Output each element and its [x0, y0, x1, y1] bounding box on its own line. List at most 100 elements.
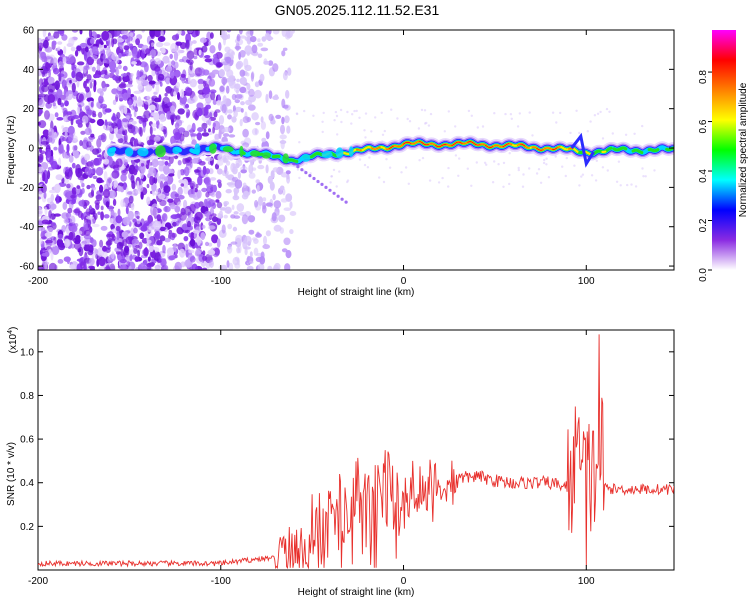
noise-dot — [158, 164, 165, 172]
noise-dot — [247, 215, 256, 223]
noise-dot — [234, 256, 240, 262]
noise-dot — [90, 38, 93, 44]
noise-dot — [231, 204, 235, 210]
noise-dot — [83, 65, 90, 71]
noise-dot — [204, 58, 213, 63]
noise-dot — [428, 179, 432, 182]
noise-dot — [216, 238, 221, 248]
noise-dot — [554, 155, 557, 158]
noise-dot — [528, 167, 531, 170]
noise-dot — [103, 125, 107, 130]
noise-dot — [129, 32, 134, 38]
noise-dot — [204, 55, 211, 59]
ridge-blob — [137, 147, 149, 157]
noise-dot — [282, 71, 288, 81]
noise-dot — [364, 136, 367, 139]
noise-dot — [238, 35, 247, 39]
ridge-kink — [570, 132, 595, 168]
noise-dot — [51, 40, 57, 46]
noise-dot — [201, 122, 208, 130]
noise-dot — [447, 185, 450, 188]
noise-dot — [195, 30, 200, 37]
noise-dot — [218, 69, 225, 78]
noise-dot — [230, 162, 236, 173]
noise-dot — [260, 47, 269, 52]
noise-dot — [589, 120, 592, 123]
noise-dot — [69, 215, 76, 225]
noise-dot — [49, 201, 55, 212]
ridge-trail-dot — [336, 194, 340, 198]
noise-dot — [38, 78, 44, 86]
noise-dot — [275, 114, 282, 119]
noise-dot — [223, 200, 230, 206]
noise-dot — [265, 164, 269, 174]
noise-dot — [213, 53, 218, 63]
noise-dot — [146, 183, 150, 189]
noise-dot — [100, 41, 104, 45]
noise-dot — [89, 258, 95, 266]
noise-dot — [201, 225, 206, 229]
noise-dot — [185, 159, 191, 163]
noise-dot — [225, 85, 230, 94]
noise-dot — [136, 70, 141, 80]
snr-multiplier-exponent: 4 — [7, 330, 14, 334]
noise-dot — [56, 194, 60, 202]
ridge-blob — [209, 143, 217, 154]
noise-dot — [64, 100, 69, 107]
ridge-blob — [261, 152, 272, 159]
noise-dot — [564, 174, 567, 178]
noise-dot — [120, 199, 125, 208]
noise-dot — [117, 64, 122, 70]
noise-dot — [151, 112, 156, 117]
noise-dot — [248, 172, 256, 179]
noise-dot — [177, 92, 180, 100]
y-tick-label: 40 — [23, 65, 35, 76]
noise-dot — [116, 250, 121, 255]
noise-dot — [128, 195, 134, 204]
noise-dot — [120, 73, 127, 77]
noise-dot — [196, 108, 203, 117]
noise-dot — [86, 184, 91, 190]
noise-dot — [175, 41, 183, 46]
noise-dot — [642, 175, 645, 178]
noise-dot — [137, 249, 141, 258]
noise-dot — [617, 160, 621, 163]
noise-dot — [226, 69, 234, 78]
noise-dot — [162, 100, 165, 110]
noise-dot — [177, 108, 185, 115]
noise-dot — [199, 37, 207, 43]
ridge-blob — [222, 146, 234, 153]
noise-dot — [122, 216, 131, 226]
noise-dot — [423, 109, 427, 112]
noise-dot — [335, 114, 339, 118]
noise-dot — [44, 56, 52, 60]
noise-dot — [248, 88, 255, 97]
noise-dot — [59, 135, 65, 142]
noise-dot — [83, 238, 90, 245]
noise-dot — [211, 69, 220, 75]
noise-dot — [51, 160, 58, 170]
noise-dot — [193, 216, 201, 224]
noise-dot — [112, 198, 117, 206]
noise-dot — [221, 76, 228, 85]
noise-dot — [265, 230, 271, 237]
noise-dot — [71, 70, 76, 79]
noise-dot — [121, 30, 127, 35]
ridge-trail-dot — [328, 188, 332, 192]
noise-dot — [127, 210, 134, 220]
noise-dot — [140, 262, 146, 269]
noise-dot — [195, 183, 199, 189]
noise-dot — [239, 76, 247, 85]
noise-dot — [69, 264, 76, 270]
noise-dot — [122, 238, 128, 247]
noise-dot — [79, 30, 83, 35]
noise-dot — [175, 220, 180, 227]
noise-dot — [44, 206, 48, 216]
colorbar-tick-label: 0.8 — [698, 70, 709, 84]
noise-dot — [67, 125, 75, 135]
noise-dot — [205, 157, 214, 162]
noise-dot — [383, 129, 386, 133]
noise-dot — [152, 207, 158, 217]
noise-dot — [155, 188, 161, 193]
